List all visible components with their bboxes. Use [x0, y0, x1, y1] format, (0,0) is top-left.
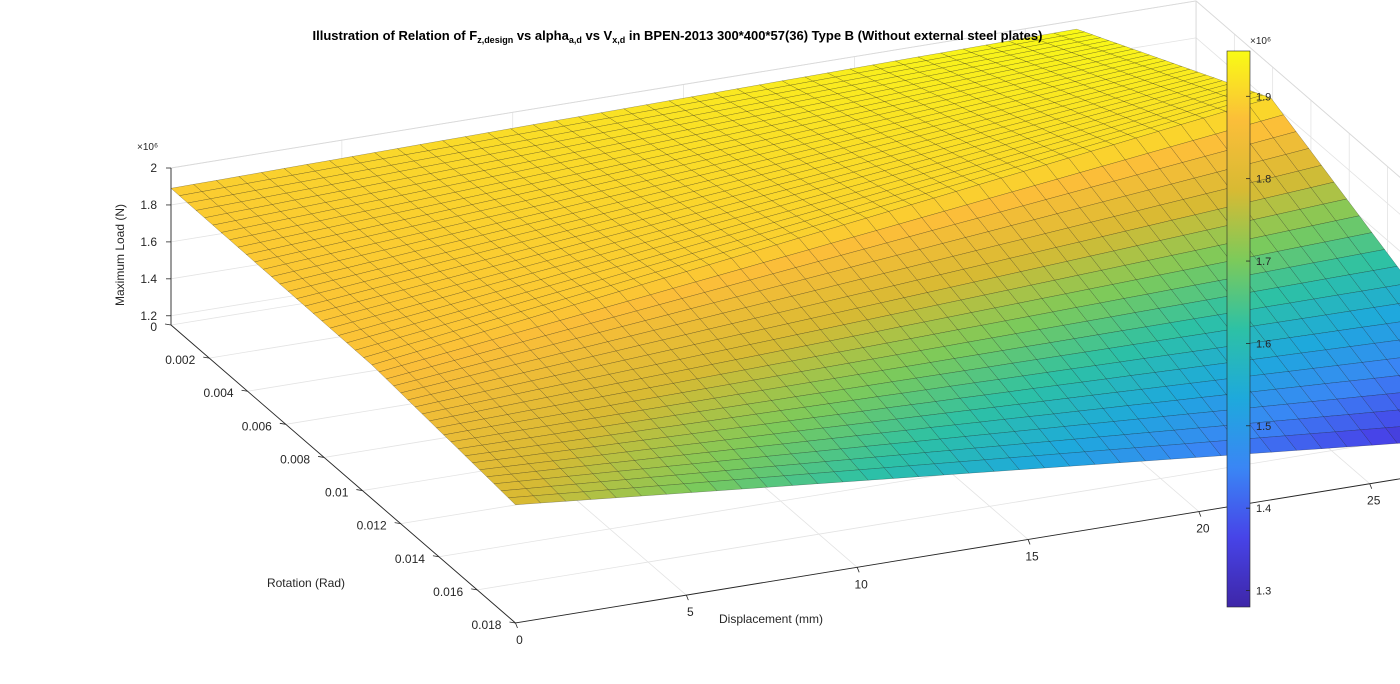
title-part-4: in BPEN-2013 300*400*57(36) Type B (With… [625, 28, 1043, 43]
x-tick-mark [1369, 483, 1373, 489]
title-part-3: vs V [581, 28, 613, 43]
y-tick-mark [164, 323, 172, 326]
title-part-1: Illustration of Relation of F [312, 28, 478, 43]
x-tick-label: 15 [1025, 549, 1039, 563]
x-tick-label: 5 [687, 605, 694, 619]
colorbar-tick-label: 1.9 [1256, 91, 1271, 103]
y-tick-mark [241, 389, 248, 392]
y-axis-line [170, 324, 516, 624]
y-tick-label: 0 [150, 320, 157, 334]
surface-patch [1385, 426, 1400, 444]
y-tick-mark [432, 555, 439, 558]
z-axis-label: Maximum Load (N) [113, 204, 127, 306]
chart-title: Illustration of Relation of Fz,design vs… [0, 28, 1355, 45]
z-exponent-label: ×10⁶ [137, 142, 158, 153]
title-subscript-3: x,d [612, 35, 626, 45]
title-subscript-2: a,d [568, 35, 582, 45]
x-tick-label: 0 [516, 633, 523, 647]
surface-patch [1373, 409, 1400, 428]
surface-patch [1385, 284, 1400, 304]
z-tick-label: 2 [150, 161, 157, 175]
y-tick-label: 0.018 [471, 618, 501, 632]
y-tick-mark [356, 489, 363, 491]
surface-patch [1386, 392, 1400, 411]
title-subscript-1: z,design [477, 35, 514, 45]
surface-patch [1374, 339, 1400, 360]
colorbar-exponent-label: ×10⁶ [1250, 36, 1271, 47]
side-wall-gridline [1195, 37, 1400, 215]
x-tick-mark [1198, 511, 1202, 517]
y-tick-label: 0.014 [395, 552, 425, 566]
y-tick-label: 0.016 [433, 585, 463, 599]
y-axis-label: Rotation (Rad) [267, 576, 345, 590]
title-part-2: vs alpha [513, 28, 569, 43]
z-tick-label: 1.4 [140, 272, 157, 286]
colorbar-tick-label: 1.7 [1256, 256, 1271, 268]
colorbar-ticks: 1.3 1.4 1.5 1.6 1.7 1.8 1.9 [1246, 91, 1271, 598]
y-tick-mark [509, 621, 516, 624]
y-tick-mark [279, 422, 286, 425]
y-tick-label: 0.006 [242, 419, 272, 433]
y-tick-label: 0.012 [357, 519, 387, 533]
colorbar-tick-label: 1.5 [1256, 421, 1271, 433]
x-tick-label: 25 [1367, 494, 1381, 508]
y-tick-mark [318, 456, 325, 458]
y-tick-mark [203, 356, 210, 359]
x-tick-mark [515, 622, 518, 629]
floor-gridline [477, 439, 1400, 591]
x-axis-label: Displacement (mm) [719, 612, 823, 626]
z-tick-label: 1.6 [140, 235, 157, 249]
surface-patch [1373, 303, 1400, 324]
colorbar-tick-label: 1.6 [1256, 338, 1271, 350]
surface-patch [1386, 321, 1400, 341]
colorbar-tick-label: 1.8 [1256, 174, 1271, 186]
surface-mesh [170, 28, 1400, 505]
z-tick-label: 1.2 [140, 309, 157, 323]
x-tick-mark [856, 567, 860, 573]
box-edge [1195, 0, 1400, 178]
y-tick-label: 0.008 [280, 452, 310, 466]
y-tick-label: 0.002 [165, 353, 195, 367]
x-tick-label: 20 [1196, 522, 1210, 536]
surface-patch [1386, 357, 1400, 376]
x-tick-label: 10 [855, 577, 869, 591]
colorbar: 1.3 1.4 1.5 1.6 1.7 1.8 1.9 ×10⁶ [1226, 36, 1271, 608]
box-edge [170, 0, 1197, 169]
tick-labels: 1.21.41.61.8200.0020.0040.0060.0080.010.… [140, 161, 1381, 647]
z-tick-label: 1.8 [140, 198, 157, 212]
x-tick-mark [1027, 539, 1031, 545]
y-tick-label: 0.01 [325, 486, 349, 500]
colorbar-tick-label: 1.4 [1256, 503, 1271, 515]
y-tick-mark [394, 522, 401, 525]
colorbar-tick-label: 1.3 [1256, 586, 1271, 598]
surface-patch [1374, 375, 1400, 395]
y-tick-label: 0.004 [204, 386, 234, 400]
y-tick-mark [471, 588, 478, 591]
colorbar-fill [1226, 50, 1251, 608]
surface-patch [1373, 266, 1400, 288]
x-tick-mark [685, 594, 689, 601]
